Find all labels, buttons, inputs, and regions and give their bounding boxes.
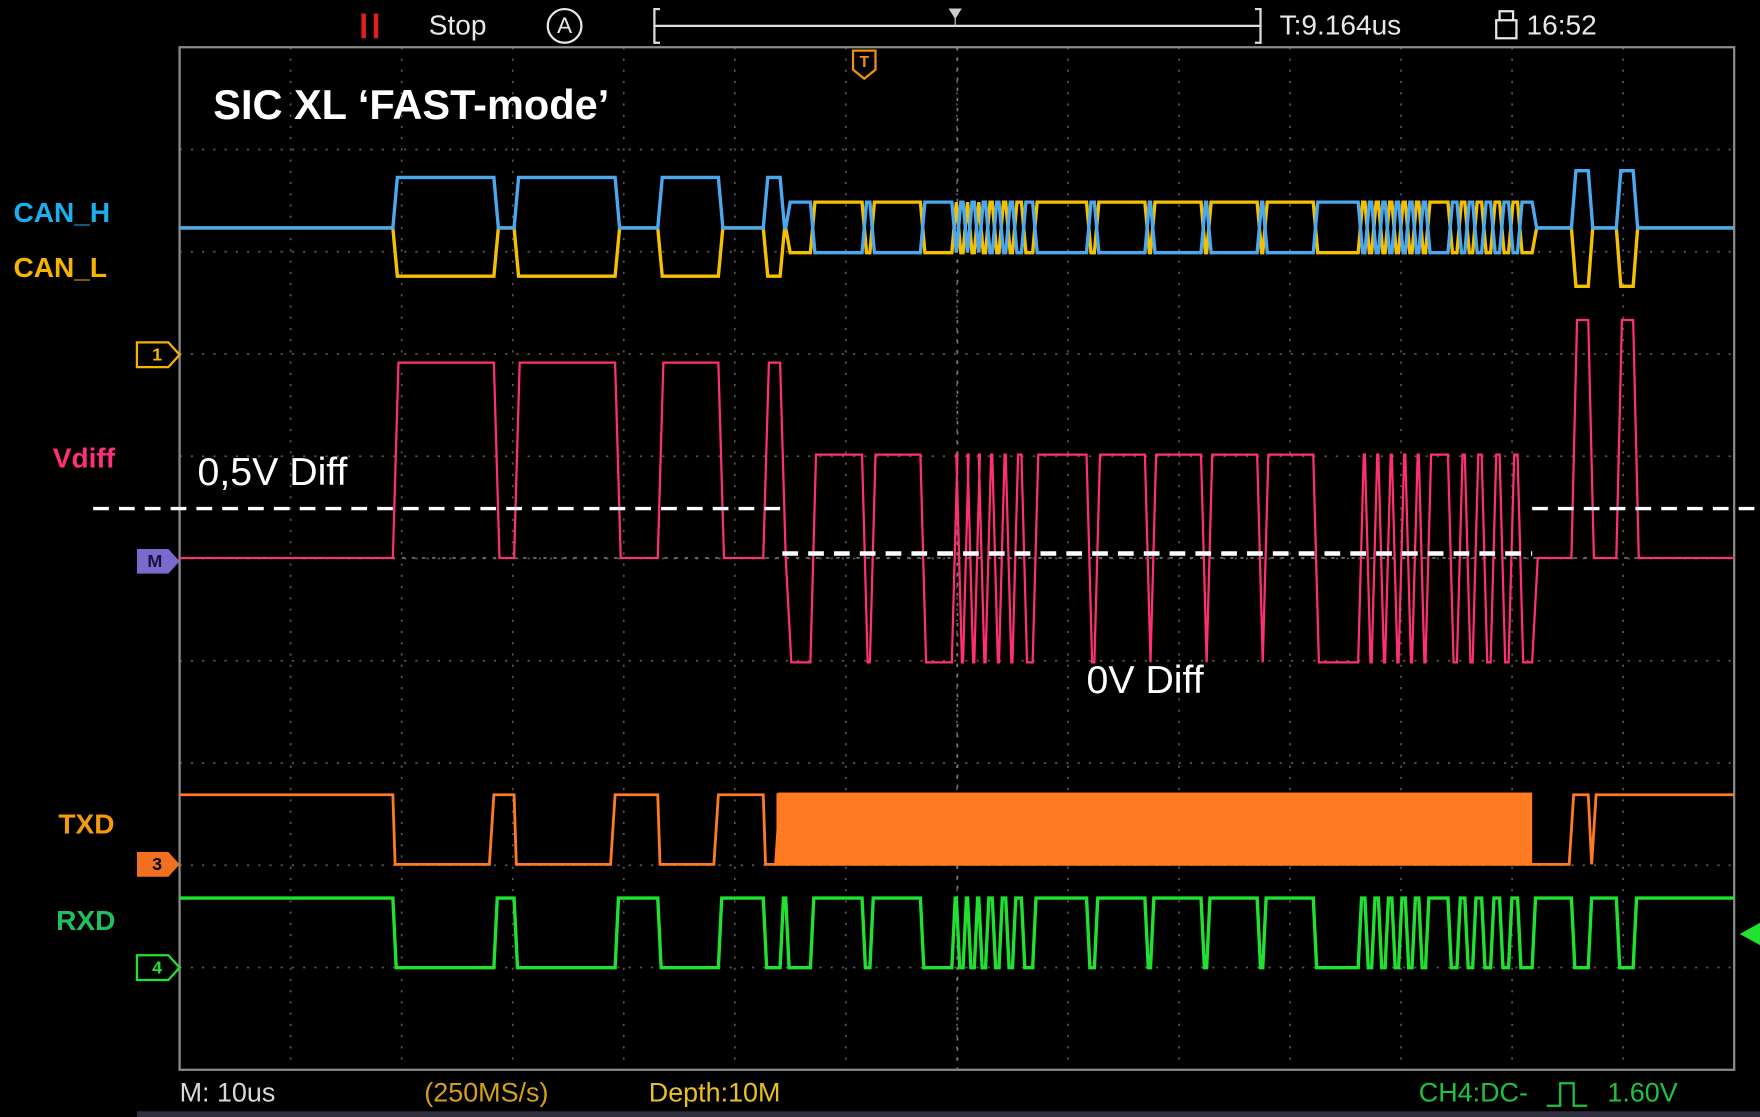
trigger-level: 1.60V xyxy=(1607,1078,1677,1108)
status-bar-edge xyxy=(136,1111,1760,1117)
time-offset: T:9.164us xyxy=(1280,9,1402,40)
threshold-label: 0,5V Diff xyxy=(198,450,348,494)
memory-bar xyxy=(653,7,1262,44)
can-h-trace xyxy=(179,169,1735,255)
trigger-edge-icon xyxy=(1546,1082,1588,1107)
memory-position xyxy=(948,8,962,28)
lock-icon xyxy=(1495,10,1518,40)
trigger-source: CH4:DC- xyxy=(1419,1078,1528,1108)
rxd-label: RXD xyxy=(56,905,115,936)
run-status: Stop xyxy=(429,9,487,40)
memory-depth: Depth:10M xyxy=(649,1078,781,1108)
ch3-marker xyxy=(136,852,180,877)
rxd-trace xyxy=(179,896,1735,970)
trigger-marker-label: T xyxy=(859,54,869,71)
can-h-label: CAN_H xyxy=(13,197,110,228)
clock: 16:52 xyxy=(1527,9,1597,40)
traces xyxy=(179,169,1735,970)
txd-trace xyxy=(179,793,1735,866)
ch4-marker xyxy=(135,954,182,982)
math-marker-label: M xyxy=(147,551,162,571)
threshold-label: 0V Diff xyxy=(1087,658,1204,702)
sample-rate: (250MS/s) xyxy=(424,1078,548,1108)
trigger-mode: A xyxy=(557,13,572,38)
trigger-level-marker xyxy=(1739,922,1760,946)
pause-icon xyxy=(361,13,366,39)
pause-icon xyxy=(373,13,379,39)
timebase: M: 10us xyxy=(180,1078,276,1108)
txd-label: TXD xyxy=(58,809,114,840)
ch1-marker-label: 1 xyxy=(152,345,162,365)
trigger-marker xyxy=(851,49,877,81)
ch4-marker-label: 4 xyxy=(152,957,162,977)
txd-burst xyxy=(777,792,1533,865)
trigger-mode-icon xyxy=(546,7,583,44)
math-marker xyxy=(136,548,180,574)
vdiff-trace xyxy=(179,318,1735,664)
ch3-marker-label: 3 xyxy=(152,854,162,874)
vdiff-label: Vdiff xyxy=(53,443,116,474)
title: SIC XL ‘FAST-mode’ xyxy=(213,81,609,128)
ch1-marker xyxy=(135,341,182,369)
can-l-label: CAN_L xyxy=(13,252,107,283)
